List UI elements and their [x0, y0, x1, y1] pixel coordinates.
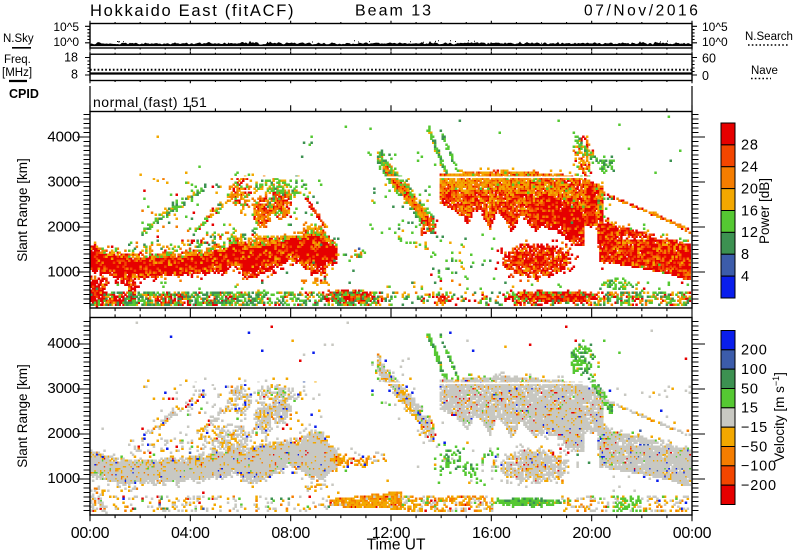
svg-text:10^0: 10^0	[53, 35, 79, 49]
svg-text:00:00: 00:00	[673, 525, 712, 542]
svg-text:60: 60	[702, 52, 716, 66]
svg-text:16:00: 16:00	[472, 525, 511, 542]
svg-text:0: 0	[702, 69, 709, 83]
svg-text:10^5: 10^5	[53, 20, 79, 34]
svg-text:07/Nov/2016: 07/Nov/2016	[584, 3, 701, 20]
svg-text:16: 16	[741, 203, 759, 219]
svg-text:normal (fast) 151: normal (fast) 151	[93, 94, 207, 110]
svg-text:50: 50	[741, 381, 759, 397]
svg-text:200: 200	[741, 343, 768, 359]
svg-text:4: 4	[741, 269, 750, 285]
svg-text:Freq.: Freq.	[4, 54, 31, 66]
svg-text:8: 8	[741, 247, 750, 263]
svg-text:28: 28	[741, 138, 759, 154]
svg-text:12:00: 12:00	[372, 525, 411, 542]
svg-text:1000: 1000	[47, 470, 80, 487]
svg-text:−50: −50	[741, 439, 768, 455]
svg-text:−15: −15	[741, 420, 768, 436]
svg-text:8: 8	[71, 68, 78, 82]
svg-text:2000: 2000	[47, 425, 80, 442]
svg-text:−200: −200	[741, 478, 777, 494]
svg-text:15: 15	[741, 401, 759, 417]
svg-text:24: 24	[741, 160, 759, 176]
svg-text:12: 12	[741, 225, 759, 241]
svg-text:Slant Range [km]: Slant Range [km]	[15, 364, 30, 468]
svg-text:20: 20	[741, 181, 759, 197]
svg-text:N.Sky: N.Sky	[3, 33, 34, 45]
svg-text:Velocity [m s−1]: Velocity [m s−1]	[771, 372, 787, 462]
svg-text:4000: 4000	[47, 335, 80, 352]
svg-text:3000: 3000	[47, 380, 80, 397]
svg-text:4000: 4000	[47, 129, 80, 146]
svg-text:3000: 3000	[47, 174, 80, 191]
svg-text:[MHz]: [MHz]	[2, 67, 32, 79]
svg-text:00:00: 00:00	[71, 525, 110, 542]
svg-text:−100: −100	[741, 459, 777, 475]
svg-text:N.Search: N.Search	[745, 31, 793, 43]
svg-text:18: 18	[64, 51, 78, 65]
svg-text:2000: 2000	[47, 219, 80, 236]
svg-text:Time UT: Time UT	[367, 537, 426, 554]
svg-text:08:00: 08:00	[271, 525, 310, 542]
svg-text:Beam 13: Beam 13	[355, 3, 433, 20]
svg-text:1000: 1000	[47, 264, 80, 281]
svg-text:Power [dB]: Power [dB]	[757, 178, 772, 244]
svg-text:Slant Range [km]: Slant Range [km]	[15, 158, 30, 262]
svg-text:CPID: CPID	[9, 87, 39, 101]
svg-text:Hokkaido East (fitACF): Hokkaido East (fitACF)	[90, 2, 295, 20]
svg-text:20:00: 20:00	[572, 525, 611, 542]
svg-text:100: 100	[741, 362, 768, 378]
svg-text:04:00: 04:00	[171, 525, 210, 542]
svg-text:10^5: 10^5	[702, 20, 728, 34]
svg-text:Nave: Nave	[751, 65, 778, 77]
svg-text:10^0: 10^0	[702, 35, 728, 49]
